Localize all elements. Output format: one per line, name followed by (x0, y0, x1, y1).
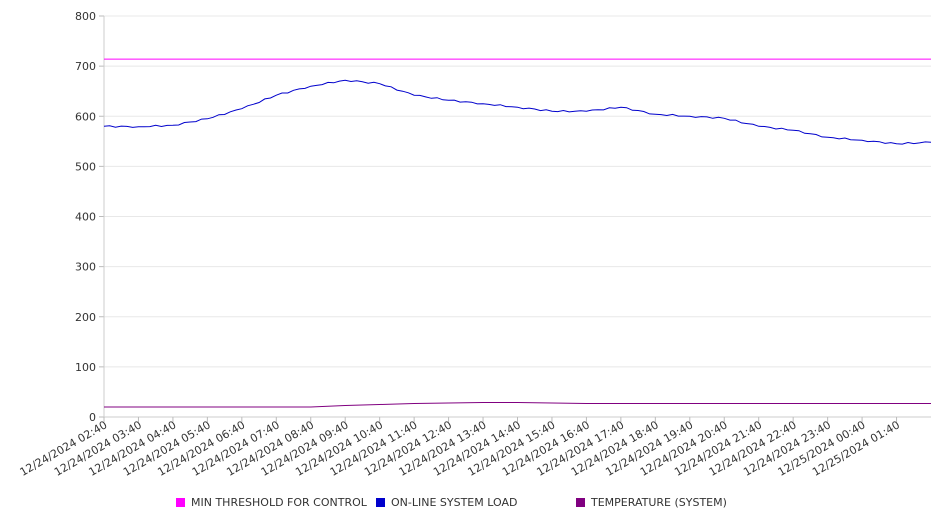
y-tick-label: 700 (75, 60, 96, 73)
legend-swatch (176, 498, 185, 507)
legend-swatch (576, 498, 585, 507)
legend-label: MIN THRESHOLD FOR CONTROL (191, 496, 367, 509)
y-tick-label: 600 (75, 110, 96, 123)
legend-swatch (376, 498, 385, 507)
legend-item[interactable]: MIN THRESHOLD FOR CONTROL (176, 496, 367, 509)
legend-label: TEMPERATURE (SYSTEM) (591, 496, 727, 509)
y-tick-label: 200 (75, 311, 96, 324)
series-line-1 (103, 79, 932, 145)
y-tick-label: 500 (75, 160, 96, 173)
legend-item[interactable]: TEMPERATURE (SYSTEM) (576, 496, 727, 509)
series-line-2 (104, 402, 931, 408)
y-tick-label: 400 (75, 211, 96, 224)
legend-label: ON-LINE SYSTEM LOAD (391, 496, 518, 509)
y-tick-label: 100 (75, 361, 96, 374)
legend-item[interactable]: ON-LINE SYSTEM LOAD (376, 496, 517, 509)
legend: MIN THRESHOLD FOR CONTROL ON-LINE SYSTEM … (0, 496, 946, 516)
y-tick-label: 0 (89, 411, 96, 424)
y-tick-label: 800 (75, 10, 96, 23)
y-tick-label: 300 (75, 261, 96, 274)
